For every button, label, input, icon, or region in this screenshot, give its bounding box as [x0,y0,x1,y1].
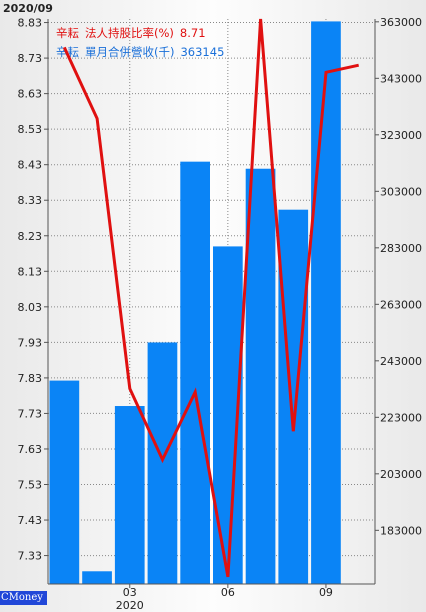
left-tick-label: 7.93 [18,336,43,349]
revenue-bar [114,406,145,584]
left-tick-label: 7.33 [18,550,43,563]
x-tick-label: 06 [221,586,235,599]
right-tick-label: 243000 [380,355,422,368]
x-axis: 03 06 09 2020 [116,584,333,612]
left-axis: 8.83 8.73 8.63 8.53 8.43 8.33 8.23 8.13 8.03 7.93… [18,17,48,563]
right-tick-label: 303000 [380,185,422,198]
left-tick-label: 8.13 [18,265,43,278]
left-tick-label: 7.83 [18,372,43,385]
plot-frame [47,19,376,585]
x-tick-label: 03 [123,586,137,599]
left-tick-label: 8.83 [18,17,43,30]
right-tick-label: 263000 [380,298,422,311]
x-year-label: 2020 [116,599,144,612]
left-tick-label: 7.53 [18,479,43,492]
date-header: 2020/09 [3,2,53,15]
revenue-bar [245,168,276,584]
x-tick-label: 09 [319,586,333,599]
line-series [62,18,360,578]
holding-ratio-line [62,18,360,578]
legend-line-label: 法人持股比率(%) [85,26,174,40]
revenue-bar [278,209,309,584]
legend-line-entry: 辛耘 法人持股比率(%) 8.71 [56,24,224,43]
right-tick-label: 223000 [380,411,422,424]
left-tick-label: 8.63 [18,88,43,101]
bar-series [49,21,341,584]
left-tick-label: 8.23 [18,230,43,243]
right-tick-label: 363000 [380,16,422,29]
left-tick-label: 8.03 [18,301,43,314]
revenue-bar [49,380,80,584]
right-tick-label: 323000 [380,129,422,142]
left-tick-label: 8.33 [18,194,43,207]
left-tick-label: 7.73 [18,407,43,420]
right-tick-label: 343000 [380,72,422,85]
right-axis: 363000 343000 323000 303000 283000 263000 2430… [375,16,422,537]
right-tick-label: 203000 [380,468,422,481]
right-tick-label: 283000 [380,242,422,255]
revenue-bar [147,342,178,584]
legend-line-value: 8.71 [179,26,206,40]
revenue-bar [82,571,112,584]
left-tick-label: 7.63 [18,443,43,456]
cmoney-watermark: CMoney [0,591,47,605]
left-tick-label: 8.73 [18,52,43,65]
right-tick-label: 183000 [380,524,422,537]
legend-bar-value: 363145 [180,45,225,59]
left-tick-label: 8.53 [18,123,43,136]
left-tick-label: 8.43 [18,159,43,172]
left-tick-label: 7.43 [18,514,43,527]
revenue-bar [311,21,341,584]
revenue-bar [180,161,210,584]
legend-line-stock: 辛耘 [56,26,79,40]
